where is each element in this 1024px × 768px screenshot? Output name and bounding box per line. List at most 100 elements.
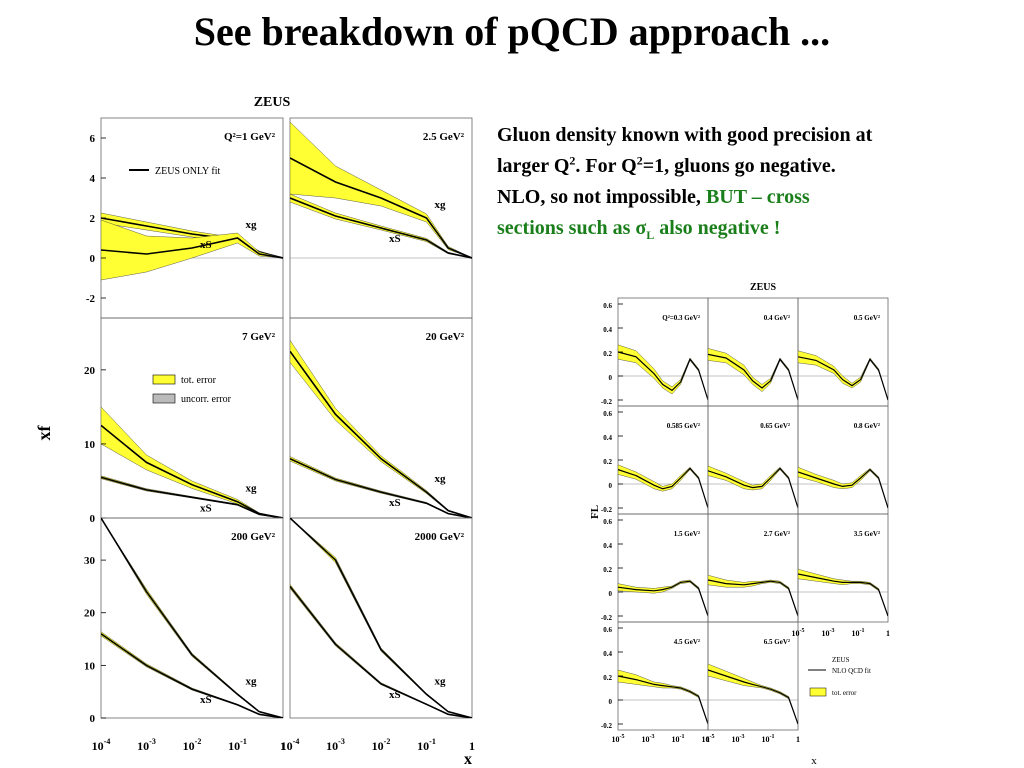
legend-band-swatch [809,687,827,697]
x-tick-label: 10-5 [792,628,805,638]
y-tick-label: 0.4 [603,434,612,442]
panel: xg xS 2000 GeV² [289,517,473,719]
panel: 0.5 GeV² [797,297,889,407]
panel-curves [290,339,472,518]
series-label-xg: xg [435,473,447,485]
zeus-pdf-figure: ZEUS xf x xS xg Q²=1 GeV² -2 0 2 4 6 ZEUS ONLY f… [36,95,475,768]
series-label-xg: xg [435,675,447,687]
series-line-xg [290,518,472,718]
y-tick-label: 20 [84,608,96,620]
y-tick-label: 10 [84,660,96,672]
panel-label: 7 GeV² [242,331,276,343]
panel-curves [618,344,708,401]
y-tick-label: 0.6 [603,626,612,634]
y-tick-label: -0.2 [601,398,613,406]
y-tick-label: 0.4 [603,326,612,334]
panel-frame [797,513,889,623]
series-line-fl [798,468,888,509]
y-tick-label: -0.2 [601,722,613,730]
y-tick-label: 0.6 [603,410,612,418]
error-band-fl [618,464,708,509]
annotation-line-2: larger Q2. For Q2=1, gluons go negative. [497,153,836,177]
error-band-xg [101,219,283,281]
x-tick-label: 10-1 [672,734,685,744]
panel-curves [101,406,283,518]
panel-label: 0.5 GeV² [854,314,880,322]
x-tick-exponent: -3 [830,628,835,634]
panel-curves [101,212,283,281]
x-tick-exponent: -1 [429,737,436,746]
panel: xS xg Q²=1 GeV² -2 0 2 4 6 [86,117,284,319]
x-tick-label: 1 [280,739,286,753]
y-tick-label: 0 [609,590,613,598]
error-band-fl [708,574,798,617]
panel-curves [618,579,708,617]
fl-xlabel: x [811,755,817,766]
series-label-xS: xS [200,239,212,251]
x-tick-exponent: -4 [104,737,111,746]
y-tick-label: 10 [84,439,96,451]
error-band-fl [618,344,708,401]
x-tick-exponent: -1 [680,734,685,740]
series-line-xS [290,585,472,718]
legend-label: NLO QCD fit [832,667,871,675]
y-tick-label: 0 [609,374,613,382]
series-label-xS: xS [389,233,401,245]
legend-label: tot. error [832,689,857,697]
panel: 0.8 GeV² [797,405,889,515]
series-line-xS [290,197,472,259]
annotation-line-3: NLO, so not impossible, BUT – cross [497,186,810,208]
x-tick-exponent: -2 [384,737,391,746]
error-band-xg [101,518,283,718]
y-tick-label: 30 [84,555,96,567]
x-tick-exponent: -3 [149,737,156,746]
x-tick-label: 10-2 [372,737,391,753]
panel: 0.4 GeV² [707,297,799,407]
series-line-fl [708,669,798,725]
pdf-ylabel: xf [36,425,54,441]
series-line-fl [708,467,798,509]
x-tick-label: 10-3 [732,734,745,744]
x-tick-label: 10-3 [137,737,156,753]
y-tick-label: 0.2 [603,674,612,682]
series-line-fl [708,353,798,401]
x-tick-label: 10-5 [612,734,625,744]
y-tick-label: -2 [86,293,96,305]
panel: 3.5 GeV² [797,513,889,623]
series-line-xg [101,518,283,718]
y-tick-label: 0.2 [603,350,612,358]
series-line-fl [798,356,888,401]
series-line-fl [618,351,708,401]
y-tick-label: 0 [609,482,613,490]
panel-curves [708,348,798,401]
x-tick-exponent: -4 [293,737,300,746]
panel-frame [289,517,473,719]
series-line-xg [101,237,283,259]
annotation-line-1: Gluon density known with good precision … [497,124,873,146]
annotation-line-4: sections such as σL also negative ! [497,217,781,242]
y-tick-label: 0 [90,713,96,725]
error-band-xg [101,406,283,518]
panel-label: 4.5 GeV² [674,638,700,646]
x-tick-exponent: -1 [240,737,247,746]
x-tick-label: 10-3 [642,734,655,744]
x-tick-label: 10-4 [92,737,111,753]
x-tick-label: 10-2 [183,737,202,753]
panel: Q²=0.3 GeV² -0.2 0 0.2 0.4 0.6 [601,297,709,407]
panel-label: Q²=1 GeV² [224,131,276,143]
panel-curves [798,466,888,509]
panel-label: 0.8 GeV² [854,422,880,430]
series-label-xS: xS [200,502,212,514]
x-tick-label: 10-1 [228,737,247,753]
series-line-fl [618,467,708,509]
panel-curves [708,574,798,617]
panel-label: 3.5 GeV² [854,530,880,538]
slide-title: See breakdown of pQCD approach ... [193,9,831,54]
series-line-fl [798,573,888,617]
series-label-xS: xS [200,694,212,706]
y-tick-label: 0.2 [603,458,612,466]
x-tick-exponent: -2 [195,737,202,746]
legend-label: ZEUS [832,656,850,664]
y-tick-label: -0.2 [601,506,613,514]
x-tick-label: 10-1 [417,737,436,753]
